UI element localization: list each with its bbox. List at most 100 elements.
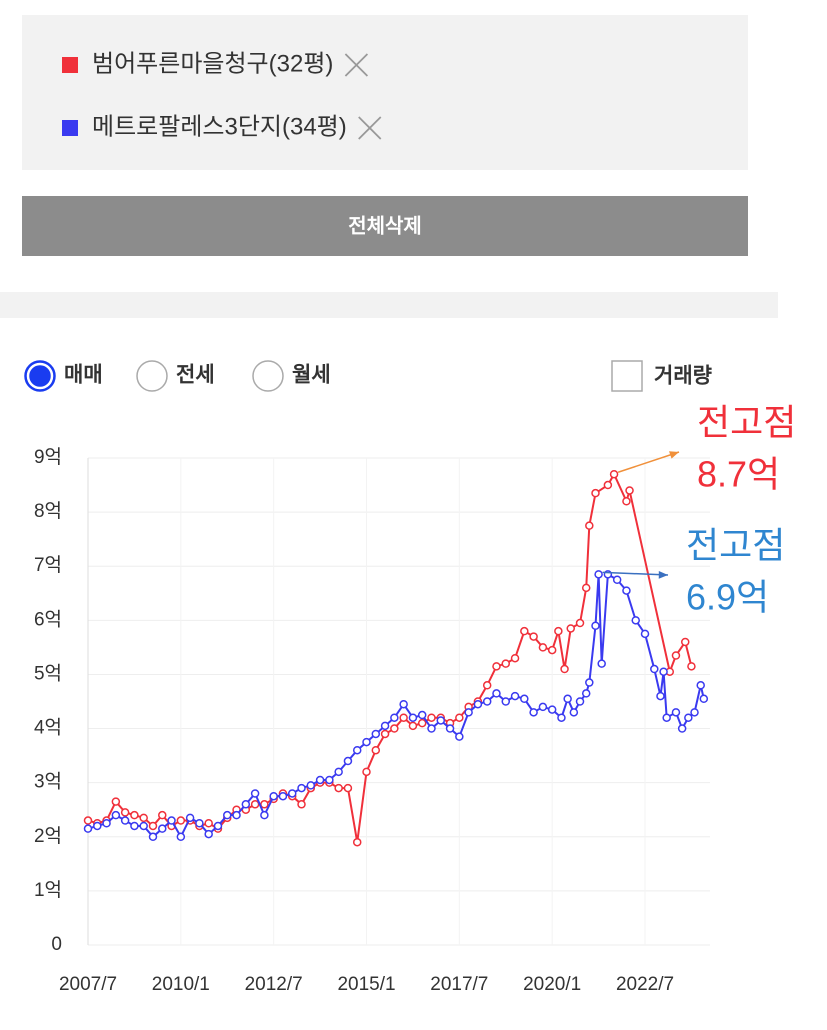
data-point bbox=[436, 716, 446, 725]
y-tick-label: 8억 bbox=[34, 500, 62, 522]
data-point bbox=[501, 697, 511, 706]
data-point bbox=[241, 800, 251, 809]
data-point bbox=[510, 653, 520, 663]
data-point bbox=[690, 708, 699, 717]
data-point bbox=[334, 783, 343, 793]
data-point bbox=[250, 800, 260, 809]
data-point bbox=[547, 645, 557, 655]
data-point bbox=[139, 813, 148, 823]
selected-panel bbox=[22, 15, 748, 170]
separator bbox=[0, 292, 778, 318]
volume-checkbox[interactable] bbox=[611, 360, 643, 392]
data-point bbox=[501, 659, 511, 668]
data-point bbox=[520, 626, 529, 636]
data-point bbox=[325, 775, 334, 785]
data-point bbox=[148, 821, 158, 831]
data-point bbox=[204, 819, 213, 828]
radio[interactable] bbox=[252, 360, 284, 392]
data-point bbox=[408, 713, 418, 722]
data-point bbox=[482, 681, 492, 690]
radio[interactable] bbox=[136, 360, 168, 392]
data-point bbox=[569, 708, 579, 717]
data-point bbox=[510, 691, 520, 701]
annotation-text: 전고점 bbox=[697, 402, 796, 443]
y-tick-label: 5억 bbox=[34, 662, 62, 684]
data-point bbox=[671, 708, 681, 717]
data-point bbox=[120, 816, 130, 825]
data-point bbox=[560, 664, 569, 674]
remove-icon[interactable] bbox=[358, 116, 382, 140]
radio-label: 전세 bbox=[176, 364, 215, 387]
data-point bbox=[352, 745, 362, 755]
data-point bbox=[557, 713, 566, 722]
remove-stroke bbox=[358, 116, 382, 140]
data-point bbox=[520, 694, 529, 704]
data-point bbox=[612, 575, 622, 584]
data-point bbox=[662, 713, 671, 722]
data-point bbox=[83, 824, 93, 833]
data-point bbox=[269, 791, 278, 801]
data-point bbox=[176, 816, 186, 825]
data-point bbox=[334, 767, 343, 777]
data-point bbox=[699, 694, 709, 704]
radio[interactable] bbox=[24, 360, 56, 392]
radio-ring bbox=[26, 362, 54, 390]
x-tick-label: 2017/7 bbox=[430, 974, 488, 995]
data-point bbox=[362, 737, 371, 747]
data-point bbox=[427, 724, 436, 733]
data-point bbox=[130, 810, 139, 820]
volume-label: 거래량 bbox=[654, 365, 712, 388]
data-point bbox=[529, 632, 538, 641]
data-point bbox=[656, 691, 665, 701]
data-point bbox=[195, 819, 204, 828]
data-point bbox=[297, 800, 306, 809]
data-point bbox=[417, 710, 427, 720]
data-point bbox=[111, 797, 121, 806]
data-point bbox=[213, 821, 223, 831]
data-point bbox=[581, 689, 591, 698]
y-tick-label: 6억 bbox=[34, 608, 62, 630]
y-tick-label: 2억 bbox=[34, 825, 62, 847]
data-point bbox=[185, 813, 195, 823]
x-tick-label: 2010/1 bbox=[152, 974, 210, 995]
y-tick-label: 0 bbox=[51, 934, 62, 955]
data-point bbox=[223, 810, 232, 820]
data-point bbox=[594, 570, 603, 579]
y-tick-label: 4억 bbox=[34, 717, 62, 739]
data-point bbox=[547, 705, 557, 714]
data-point bbox=[232, 810, 241, 820]
data-point bbox=[390, 713, 399, 722]
data-point bbox=[278, 791, 288, 801]
radio-label: 매매 bbox=[64, 364, 103, 387]
data-point bbox=[581, 583, 591, 593]
data-point bbox=[591, 621, 600, 630]
data-point bbox=[158, 824, 167, 833]
data-point bbox=[659, 667, 668, 676]
x-tick-label: 2020/1 bbox=[523, 974, 581, 995]
x-tick-label: 2012/7 bbox=[245, 974, 303, 995]
data-point bbox=[563, 694, 572, 704]
data-point bbox=[287, 789, 297, 798]
remove-icon[interactable] bbox=[344, 53, 369, 77]
data-point bbox=[250, 789, 260, 798]
data-point bbox=[538, 702, 548, 712]
y-tick-label: 7억 bbox=[34, 554, 62, 576]
data-point bbox=[575, 618, 585, 628]
delete-all-button[interactable] bbox=[22, 196, 748, 256]
data-point bbox=[352, 837, 362, 847]
data-point bbox=[380, 721, 390, 731]
annotation-arrow bbox=[602, 571, 669, 576]
data-point bbox=[609, 469, 619, 479]
data-point bbox=[139, 821, 148, 831]
data-point bbox=[380, 729, 390, 739]
data-point bbox=[566, 624, 575, 633]
x-tick-label: 2022/7 bbox=[616, 974, 674, 995]
data-point bbox=[399, 699, 408, 709]
data-point bbox=[684, 713, 693, 722]
data-point bbox=[176, 832, 186, 842]
data-point bbox=[306, 781, 316, 790]
data-point bbox=[260, 810, 269, 820]
data-point bbox=[575, 697, 585, 706]
data-point bbox=[687, 662, 696, 671]
